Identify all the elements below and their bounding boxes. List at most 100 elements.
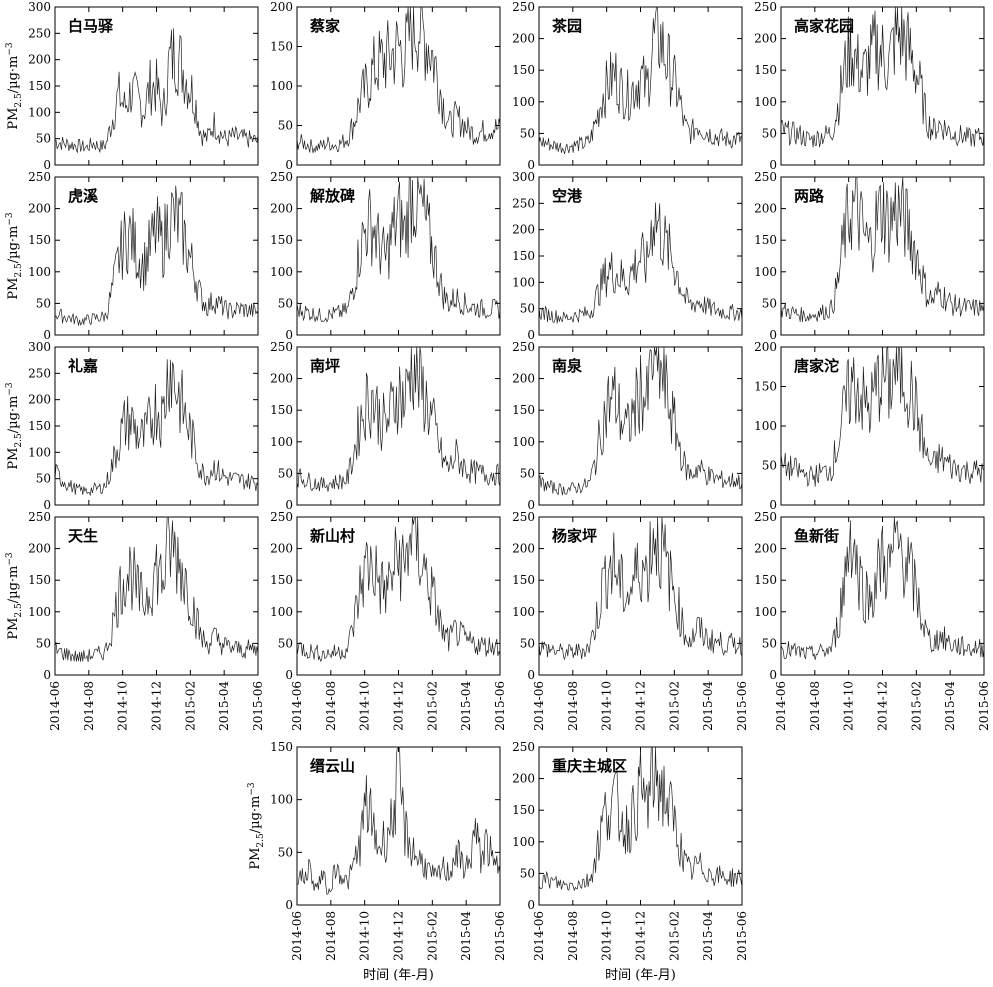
y-tick-label: 250	[512, 0, 535, 14]
y-tick-label: 200	[28, 202, 51, 216]
x-tick-label: 2015-06	[493, 681, 507, 731]
y-tick-label: 0	[285, 668, 293, 682]
panel-1: 0 50 100 150 200 250 300 白马驿 PM2.5/µg·m−3	[5, 0, 259, 172]
y-tick-label: 50	[520, 302, 535, 316]
y-tick-label: 0	[769, 668, 777, 682]
x-tick-label: 2014-12	[392, 911, 406, 961]
y-tick-label: 250	[270, 340, 293, 354]
y-tick-label: 100	[28, 605, 51, 619]
y-tick-label: 50	[278, 466, 293, 480]
y-tick-label: 100	[270, 435, 293, 449]
y-tick-label: 0	[285, 498, 293, 512]
x-axis-label: 时间 (年-月)	[605, 968, 676, 983]
y-tick-label: 250	[512, 740, 535, 754]
y-tick-label: 100	[754, 95, 777, 109]
panel-18: 0 50 100 150 200 250 2014-06 2014-08 2014-10 2014…	[512, 740, 749, 983]
y-tick-label: 250	[28, 366, 51, 380]
y-tick-label: 250	[28, 26, 51, 40]
series-line	[780, 345, 985, 487]
y-tick-label: 0	[769, 328, 777, 342]
x-tick-label: 2015-02	[425, 911, 439, 961]
y-tick-label: 150	[28, 233, 51, 247]
panel-title: 空港	[552, 187, 583, 205]
panel-9: 0 50 100 150 200 250 300 礼嘉 PM2.5/µg·m−3	[5, 340, 259, 512]
series-line	[296, 176, 501, 323]
x-tick-label: 2014-10	[358, 681, 372, 731]
y-tick-label: 50	[36, 472, 51, 486]
panel-13: 0 50 100 150 200 250 2014-06 2014-08 2014-10 2014…	[5, 510, 265, 731]
panel-title: 两路	[794, 187, 825, 205]
panel-2: 0 50 100 150 200 蔡家	[270, 0, 501, 172]
x-tick-label: 2014-12	[150, 681, 164, 731]
series-line	[538, 746, 743, 892]
series-line	[296, 346, 501, 492]
x-tick-label: 2014-06	[48, 681, 62, 731]
y-tick-label: 200	[512, 542, 535, 556]
panel-17: 0 50 100 150 2014-06 2014-08 2014-10 2014-12 201…	[247, 740, 507, 983]
y-tick-label: 200	[270, 0, 293, 14]
y-tick-label: 0	[285, 898, 293, 912]
x-tick-label: 2015-06	[977, 681, 991, 731]
y-tick-label: 250	[270, 170, 293, 184]
y-tick-label: 200	[512, 32, 535, 46]
series-line	[54, 516, 259, 663]
y-tick-label: 200	[270, 542, 293, 556]
x-tick-label: 2015-04	[459, 681, 473, 731]
y-tick-label: 100	[754, 419, 777, 433]
y-tick-label: 0	[43, 328, 51, 342]
panel-title: 新山村	[310, 527, 355, 545]
panel-11: 0 50 100 150 200 250 南泉	[512, 340, 743, 512]
x-tick-label: 2015-06	[251, 681, 265, 731]
y-tick-label: 100	[270, 79, 293, 93]
y-axis-label: PM2.5/µg·m−3	[5, 382, 24, 470]
y-tick-label: 150	[270, 403, 293, 417]
series-line	[54, 185, 259, 326]
y-axis-label: PM2.5/µg·m−3	[5, 552, 24, 640]
y-tick-label: 50	[278, 296, 293, 310]
x-axis-label: 时间 (年-月)	[363, 968, 434, 983]
y-tick-label: 250	[270, 510, 293, 524]
series-line	[780, 6, 985, 148]
y-tick-label: 50	[762, 636, 777, 650]
y-tick-label: 150	[512, 249, 535, 263]
x-tick-label: 2015-02	[667, 681, 681, 731]
panel-3: 0 50 100 150 200 250 茶园	[512, 0, 743, 172]
y-tick-label: 50	[36, 132, 51, 146]
y-tick-label: 200	[512, 772, 535, 786]
y-tick-label: 300	[28, 0, 51, 14]
y-tick-label: 0	[527, 898, 535, 912]
panel-title: 唐家沱	[794, 357, 839, 375]
y-tick-label: 150	[270, 573, 293, 587]
y-tick-label: 100	[270, 265, 293, 279]
panel-title: 天生	[68, 527, 98, 545]
y-tick-label: 0	[43, 498, 51, 512]
panel-title: 南坪	[310, 357, 340, 375]
y-tick-label: 50	[278, 845, 293, 859]
series-line	[296, 6, 501, 154]
x-tick-label: 2015-06	[735, 681, 749, 731]
y-tick-label: 50	[520, 636, 535, 650]
y-tick-label: 250	[512, 196, 535, 210]
y-tick-label: 150	[28, 573, 51, 587]
y-tick-label: 150	[754, 380, 777, 394]
y-tick-label: 0	[43, 668, 51, 682]
x-tick-label: 2014-08	[566, 681, 580, 731]
y-tick-label: 150	[270, 40, 293, 54]
x-tick-label: 2015-04	[701, 681, 715, 731]
y-tick-label: 0	[527, 668, 535, 682]
y-axis-label: PM2.5/µg·m−3	[247, 782, 266, 870]
x-tick-label: 2014-10	[600, 911, 614, 961]
y-tick-label: 50	[762, 459, 777, 473]
panel-title: 缙云山	[310, 757, 355, 775]
series-line	[54, 359, 259, 497]
x-tick-label: 2015-06	[493, 911, 507, 961]
y-tick-label: 0	[527, 498, 535, 512]
y-tick-label: 100	[512, 835, 535, 849]
panel-title: 白马驿	[68, 17, 114, 35]
series-line	[538, 346, 743, 496]
panel-16: 0 50 100 150 200 250 2014-06 2014-08 2014-10 2014…	[754, 510, 991, 731]
panel-title: 高家花园	[794, 17, 854, 35]
x-tick-label: 2015-02	[909, 681, 923, 731]
y-tick-label: 100	[754, 605, 777, 619]
